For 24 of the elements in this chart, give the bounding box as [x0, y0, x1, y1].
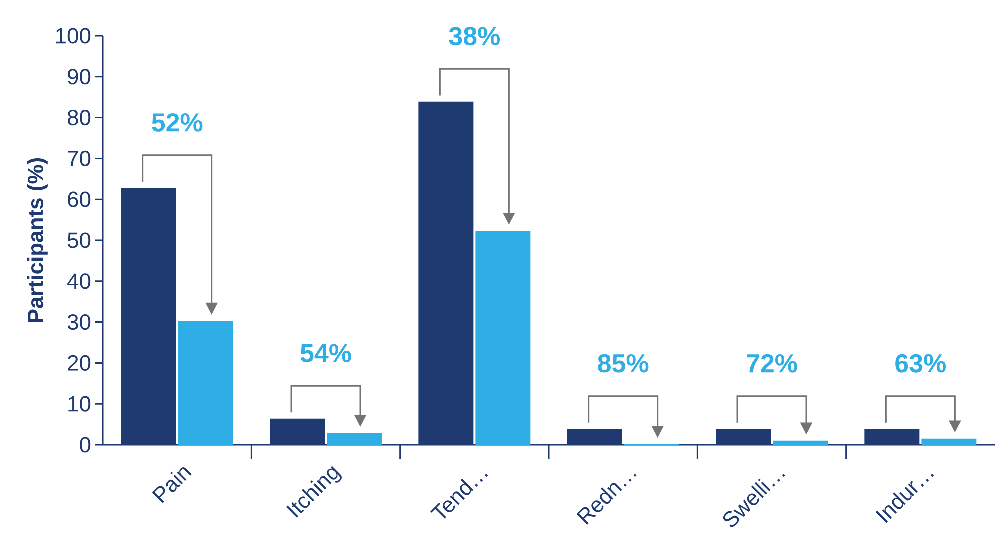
- y-tick-label: 100: [56, 28, 91, 44]
- bar: [178, 321, 234, 445]
- y-tick-label: 80: [68, 110, 91, 126]
- annotation: 63%: [896, 354, 946, 373]
- y-tick-label: 30: [68, 314, 91, 330]
- y-tick-label: 70: [68, 150, 91, 166]
- bar: [922, 438, 977, 445]
- y-tick-label: 90: [68, 69, 91, 85]
- y-tick-label: 20: [68, 355, 91, 371]
- y-tick-label: 40: [68, 274, 91, 290]
- bar: [476, 231, 531, 445]
- annotation: 85%: [598, 354, 649, 373]
- y-axis-title: Participants (%): [27, 158, 48, 322]
- y-tick-label: 60: [68, 192, 91, 208]
- x-tick-label: Pain: [152, 467, 192, 504]
- annotation: 52%: [152, 113, 203, 132]
- bar: [773, 440, 828, 445]
- y-tick-label: 0: [80, 437, 91, 453]
- y-tick-label: 50: [68, 232, 91, 248]
- bar: [327, 433, 382, 445]
- annotation: 72%: [747, 354, 798, 373]
- annotation: 54%: [300, 344, 352, 363]
- annotation: 38%: [449, 27, 500, 46]
- y-tick-label: 10: [68, 396, 91, 412]
